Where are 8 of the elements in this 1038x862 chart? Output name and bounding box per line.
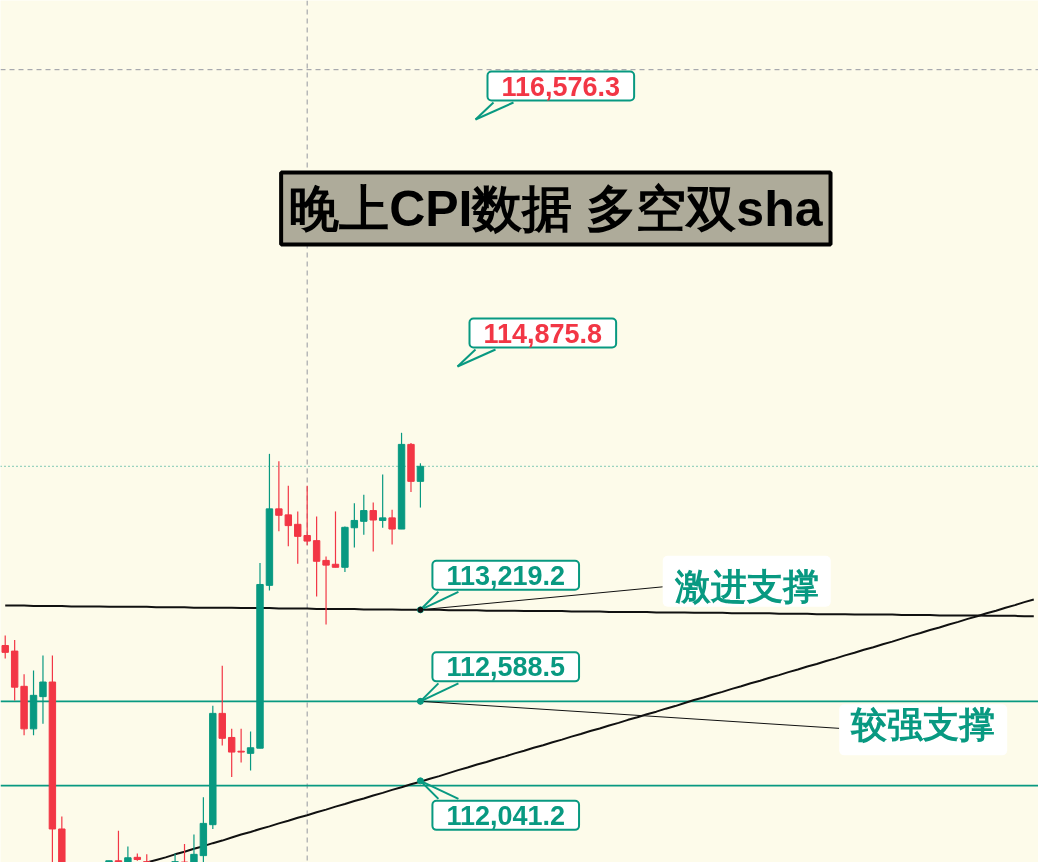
ref-line-label: 较强支撑	[850, 704, 996, 746]
annotation: 112,041.2	[446, 800, 566, 831]
text: 116,576.3	[501, 71, 621, 102]
annotation: 激进支撑	[673, 565, 819, 607]
chart-title: 晚上CPI数据 多空双sha	[289, 180, 824, 237]
annotation: 112,588.5	[446, 652, 566, 683]
text: 114,875.8	[483, 318, 603, 349]
annotation: 113,219.2	[446, 560, 566, 591]
